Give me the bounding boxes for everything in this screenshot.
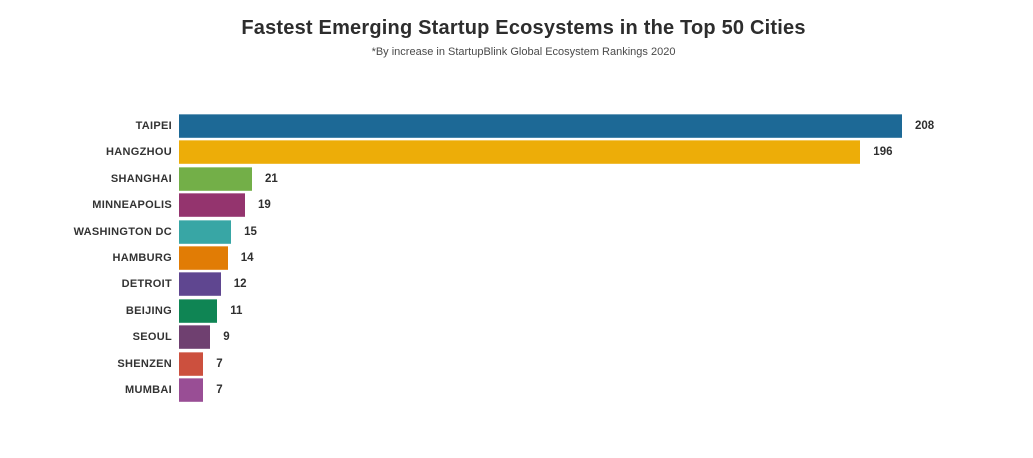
category-label: TAIPEI (135, 120, 172, 132)
category-label: HAMBURG (112, 251, 172, 264)
bar (179, 114, 902, 138)
bar-row: SEOUL 9 (0, 325, 1033, 350)
bar-row: SHENZEN 7 (0, 351, 1033, 376)
value-label: 14 (240, 251, 254, 264)
bar-row: DETROIT 12 (0, 272, 1033, 297)
category-label: MUMBAI (124, 383, 172, 396)
value-label: 196 (873, 146, 893, 159)
category-label: HANGZHOU (106, 146, 172, 159)
category-label: SHENZEN (117, 357, 172, 370)
value-label: 21 (265, 172, 278, 185)
value-label: 9 (223, 331, 230, 344)
bar-row: MUMBAI 7 (0, 377, 1033, 402)
value-label: 208 (915, 120, 935, 132)
bar (179, 272, 221, 297)
value-label: 7 (216, 357, 223, 370)
value-label: 15 (244, 225, 257, 238)
bar-row: HAMBURG 14 (0, 245, 1033, 270)
value-label: 19 (258, 199, 271, 212)
category-label: SHANGHAI (110, 172, 172, 185)
bar (179, 377, 204, 402)
bar-row: MINNEAPOLIS 19 (0, 193, 1033, 218)
bar-row: HANGZHOU 196 (0, 140, 1033, 165)
bar (179, 166, 252, 191)
bar (179, 351, 204, 376)
category-label: MINNEAPOLIS (92, 199, 172, 212)
category-label: BEIJING (125, 304, 172, 317)
bar-chart: TAIPEI 208 HANGZHOU 196 SHANGHAI 21 MINN… (0, 114, 1033, 404)
category-label: SEOUL (132, 331, 172, 344)
category-label: DETROIT (121, 278, 172, 291)
bar (179, 219, 232, 244)
bar (179, 298, 218, 323)
value-label: 11 (230, 304, 243, 317)
bar-row: TAIPEI 208 (0, 114, 1033, 138)
value-label: 12 (233, 278, 247, 291)
value-label: 7 (216, 383, 223, 396)
bar-row: WASHINGTON DC 15 (0, 219, 1033, 244)
chart-subtitle: *By increase in StartupBlink Global Ecos… (371, 46, 676, 58)
bar (179, 193, 245, 218)
chart-title: Fastest Emerging Startup Ecosystems in t… (241, 17, 806, 39)
bar-row: BEIJING 11 (0, 298, 1033, 323)
category-label: WASHINGTON DC (73, 225, 172, 238)
bar (179, 140, 861, 165)
bar-row: SHANGHAI 21 (0, 166, 1033, 191)
bar (179, 245, 228, 270)
bar (179, 325, 211, 350)
